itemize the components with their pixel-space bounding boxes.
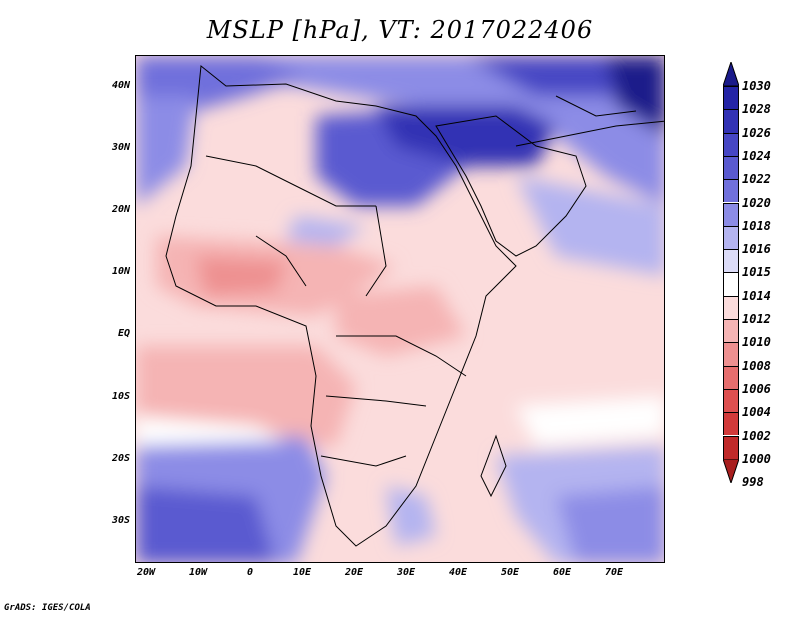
- lon-label-70e: 70E: [604, 567, 624, 578]
- lat-label-20n: 20N: [111, 204, 130, 215]
- lat-label-10s: 10S: [111, 391, 130, 402]
- colorbar-label: 1022: [742, 172, 771, 187]
- chart-title: MSLP [hPa], VT: 2017022406: [206, 16, 594, 44]
- colorbar-box: [723, 272, 739, 296]
- lon-label-10w: 10W: [188, 567, 208, 578]
- lat-label-10n: 10N: [111, 266, 130, 277]
- colorbar-box: [723, 225, 739, 250]
- lon-label-30e: 30E: [396, 567, 416, 578]
- colorbar-label: 1024: [742, 148, 771, 163]
- lon-label-40e: 40E: [448, 567, 468, 578]
- colorbar-label: 1012: [742, 312, 771, 326]
- colorbar-label: 1010: [742, 335, 771, 350]
- colorbar-label: 998: [742, 475, 764, 490]
- colorbar-label: 1026: [742, 125, 771, 140]
- lat-label-30s: 30S: [111, 515, 130, 526]
- colorbar-label: 1006: [742, 381, 771, 396]
- colorbar-box: [723, 388, 739, 413]
- colorbar-label: 1018: [742, 218, 771, 233]
- mslp-map: [135, 55, 665, 563]
- colorbar-box: [723, 179, 739, 203]
- colorbar-box: [723, 365, 739, 389]
- lon-label-50e: 50E: [500, 567, 520, 578]
- colorbar-box: [723, 132, 739, 156]
- colorbar-box: [723, 109, 739, 133]
- colorbar-label: 1004: [742, 405, 771, 420]
- colorbar-top-arrow: [723, 62, 739, 86]
- colorbar-label: 1000: [742, 451, 771, 466]
- colorbar-box: [723, 155, 739, 180]
- colorbar-box: [723, 319, 739, 343]
- colorbar-bottom-arrow: [723, 458, 739, 483]
- lon-label-0: 0: [246, 567, 254, 578]
- colorbar-label: 1016: [742, 242, 771, 257]
- lon-label-10e: 10E: [292, 567, 312, 578]
- colorbar-box: [723, 249, 739, 273]
- lat-label-30n: 30N: [111, 142, 130, 153]
- colorbar-label: 1020: [742, 195, 771, 210]
- colorbar-label: 1002: [742, 428, 771, 443]
- lat-label-20s: 20S: [111, 453, 130, 464]
- colorbar-label: 1028: [742, 102, 771, 117]
- colorbar-label: 1015: [742, 265, 771, 280]
- colorbar-box: [723, 202, 739, 226]
- lat-label-40n: 40N: [111, 80, 130, 91]
- colorbar-box: [723, 435, 739, 459]
- pressure-field: [136, 56, 664, 562]
- lon-label-60e: 60E: [552, 567, 572, 578]
- colorbar-box: [723, 342, 739, 366]
- colorbar-box: [723, 412, 739, 436]
- footer-credit: GrADS: IGES/COLA: [4, 603, 91, 613]
- colorbar-label: 1014: [742, 288, 771, 303]
- colorbar-label: 1030: [742, 79, 771, 93]
- colorbar-box: [723, 295, 739, 319]
- colorbar-label: 1008: [742, 358, 771, 373]
- lon-label-20w: 20W: [136, 567, 156, 578]
- lon-label-20e: 20E: [344, 567, 364, 578]
- colorbar-box: [723, 86, 739, 110]
- lat-label-eq: EQ: [117, 328, 130, 339]
